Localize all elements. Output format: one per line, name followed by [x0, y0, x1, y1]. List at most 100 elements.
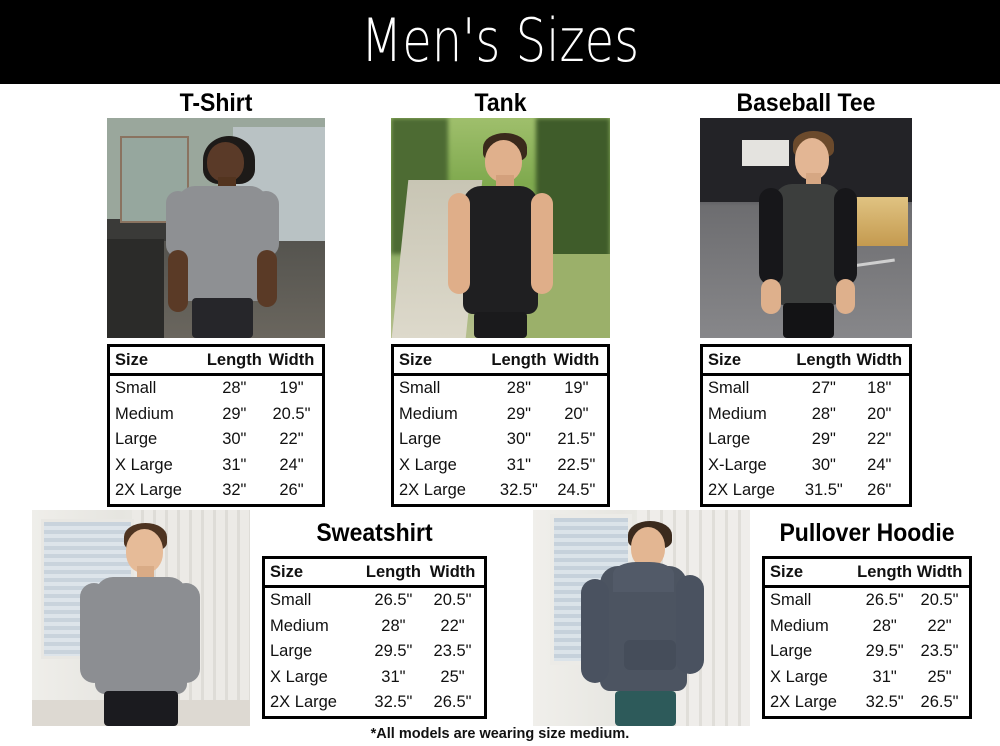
product-title-tank: Tank: [474, 89, 527, 117]
column-header-length: Length: [362, 559, 425, 588]
column-header-size: Size: [703, 347, 796, 376]
cell-size: Large: [270, 642, 313, 660]
figure-forearm-left: [761, 278, 781, 314]
table-header-row: Size Length Width: [265, 559, 484, 588]
figure-legs: [474, 311, 527, 338]
model-figure: [391, 118, 610, 338]
cell-length: 29": [222, 404, 247, 423]
photo-detail: [848, 197, 908, 246]
cell-length: 28": [811, 404, 836, 423]
figure-arm-right: [171, 583, 200, 683]
figure-sleeve-right: [833, 188, 857, 286]
cell-length: 29.5": [865, 642, 904, 660]
cell-size: Small: [708, 379, 750, 397]
table-header-row: Size Length Width: [394, 347, 607, 376]
cell-width: 21.5": [557, 430, 596, 448]
size-table-baseball-tee: Size Length Width Small 27" 18" Medium 2…: [700, 344, 912, 507]
product-photo-tank: [391, 118, 610, 338]
cell-width: 19": [279, 379, 304, 397]
cell-width: 26": [279, 481, 304, 499]
figure-head: [125, 529, 163, 573]
product-title-sweatshirt: Sweatshirt: [316, 519, 433, 547]
column-header-width: Width: [424, 559, 484, 588]
cell-length: 26.5": [865, 591, 904, 609]
size-table-grid: Size Length Width Small 28" 19" Medium 2…: [110, 347, 322, 504]
figure-arm-right: [531, 192, 554, 294]
cell-size: Large: [115, 430, 158, 448]
cell-length: 31": [506, 455, 532, 474]
cell-size: X Large: [770, 667, 828, 686]
figure-pocket: [624, 639, 677, 670]
product-photo-t-shirt: [107, 118, 325, 338]
figure-arm-right: [676, 574, 705, 675]
cell-width: 25": [440, 667, 465, 686]
table-row: Large 29.5" 23.5": [265, 639, 484, 665]
product-title-pullover-hoodie: Pullover Hoodie: [779, 519, 955, 547]
cell-length: 30": [506, 430, 532, 448]
cell-size: Small: [115, 379, 157, 397]
table-row: Medium 28" 22": [265, 614, 484, 640]
cell-length: 29": [506, 404, 532, 423]
cell-width: 22.5": [557, 455, 596, 474]
figure-torso: [774, 184, 843, 305]
table-header-row: Size Length Width: [765, 559, 969, 588]
cell-size: Medium: [770, 616, 829, 635]
table-row: Small 26.5" 20.5": [265, 587, 484, 614]
figure-torso: [176, 186, 269, 301]
cell-size: Small: [770, 591, 812, 609]
size-table-grid: Size Length Width Small 28" 19" Medium 2…: [394, 347, 607, 504]
cell-length: 28": [872, 616, 897, 635]
product-photo-pullover-hoodie: [533, 510, 750, 726]
figure-head: [630, 527, 666, 569]
column-header-length: Length: [856, 559, 914, 588]
cell-width: 25": [927, 667, 952, 686]
cell-length: 28": [506, 379, 532, 397]
figure-arm-left: [580, 579, 609, 683]
cell-width: 24": [867, 455, 892, 474]
cell-size: Medium: [270, 616, 329, 635]
cell-size: Large: [770, 642, 813, 660]
cell-length: 31": [381, 667, 406, 686]
model-figure: [32, 510, 250, 726]
table-row: Small 28" 19": [394, 375, 607, 402]
figure-legs: [782, 302, 834, 338]
figure-arm-right: [253, 190, 280, 257]
cell-width: 24": [279, 455, 304, 474]
cell-width: 22": [867, 430, 892, 448]
table-row: X Large 31" 24": [110, 453, 322, 479]
size-table-grid: Size Length Width Small 27" 18" Medium 2…: [703, 347, 909, 504]
table-row: X Large 31" 25": [265, 665, 484, 691]
model-figure: [107, 118, 325, 338]
cell-size: X-Large: [708, 455, 767, 474]
cell-width: 20": [564, 404, 589, 423]
figure-head: [207, 142, 245, 182]
cell-width: 19": [564, 379, 589, 397]
cell-width: 26": [867, 481, 892, 499]
cell-size: 2X Large: [770, 693, 837, 711]
figure-head: [795, 137, 830, 180]
figure-legs: [192, 298, 254, 338]
table-header-row: Size Length Width: [703, 347, 909, 376]
cell-width: 26.5": [433, 693, 472, 711]
figure-hood: [613, 561, 675, 593]
cell-length: 31": [872, 667, 897, 686]
column-header-length: Length: [795, 347, 853, 376]
table-row: Large 30" 21.5": [394, 427, 607, 453]
cell-size: Large: [708, 430, 751, 448]
figure-arm-left: [447, 192, 470, 294]
title-banner: Men's Sizes: [0, 0, 1000, 84]
table-row: X-Large 30" 24": [703, 453, 909, 479]
cell-size: Medium: [115, 404, 174, 423]
figure-head: [485, 140, 523, 182]
figure-torso: [463, 186, 538, 314]
product-block-baseball-tee: Baseball Tee: [700, 88, 912, 118]
size-table-grid: Size Length Width Small 26.5" 20.5" Medi…: [765, 559, 969, 716]
table-row: Small 28" 19": [110, 375, 322, 402]
figure-arm-left: [165, 190, 190, 257]
table-row: 2X Large 31.5" 26": [703, 478, 909, 504]
size-table-t-shirt: Size Length Width Small 28" 19" Medium 2…: [107, 344, 325, 507]
model-figure: [533, 510, 750, 726]
column-header-width: Width: [548, 347, 607, 376]
table-row: Medium 29" 20.5": [110, 402, 322, 428]
figure-sleeve-left: [759, 188, 783, 286]
